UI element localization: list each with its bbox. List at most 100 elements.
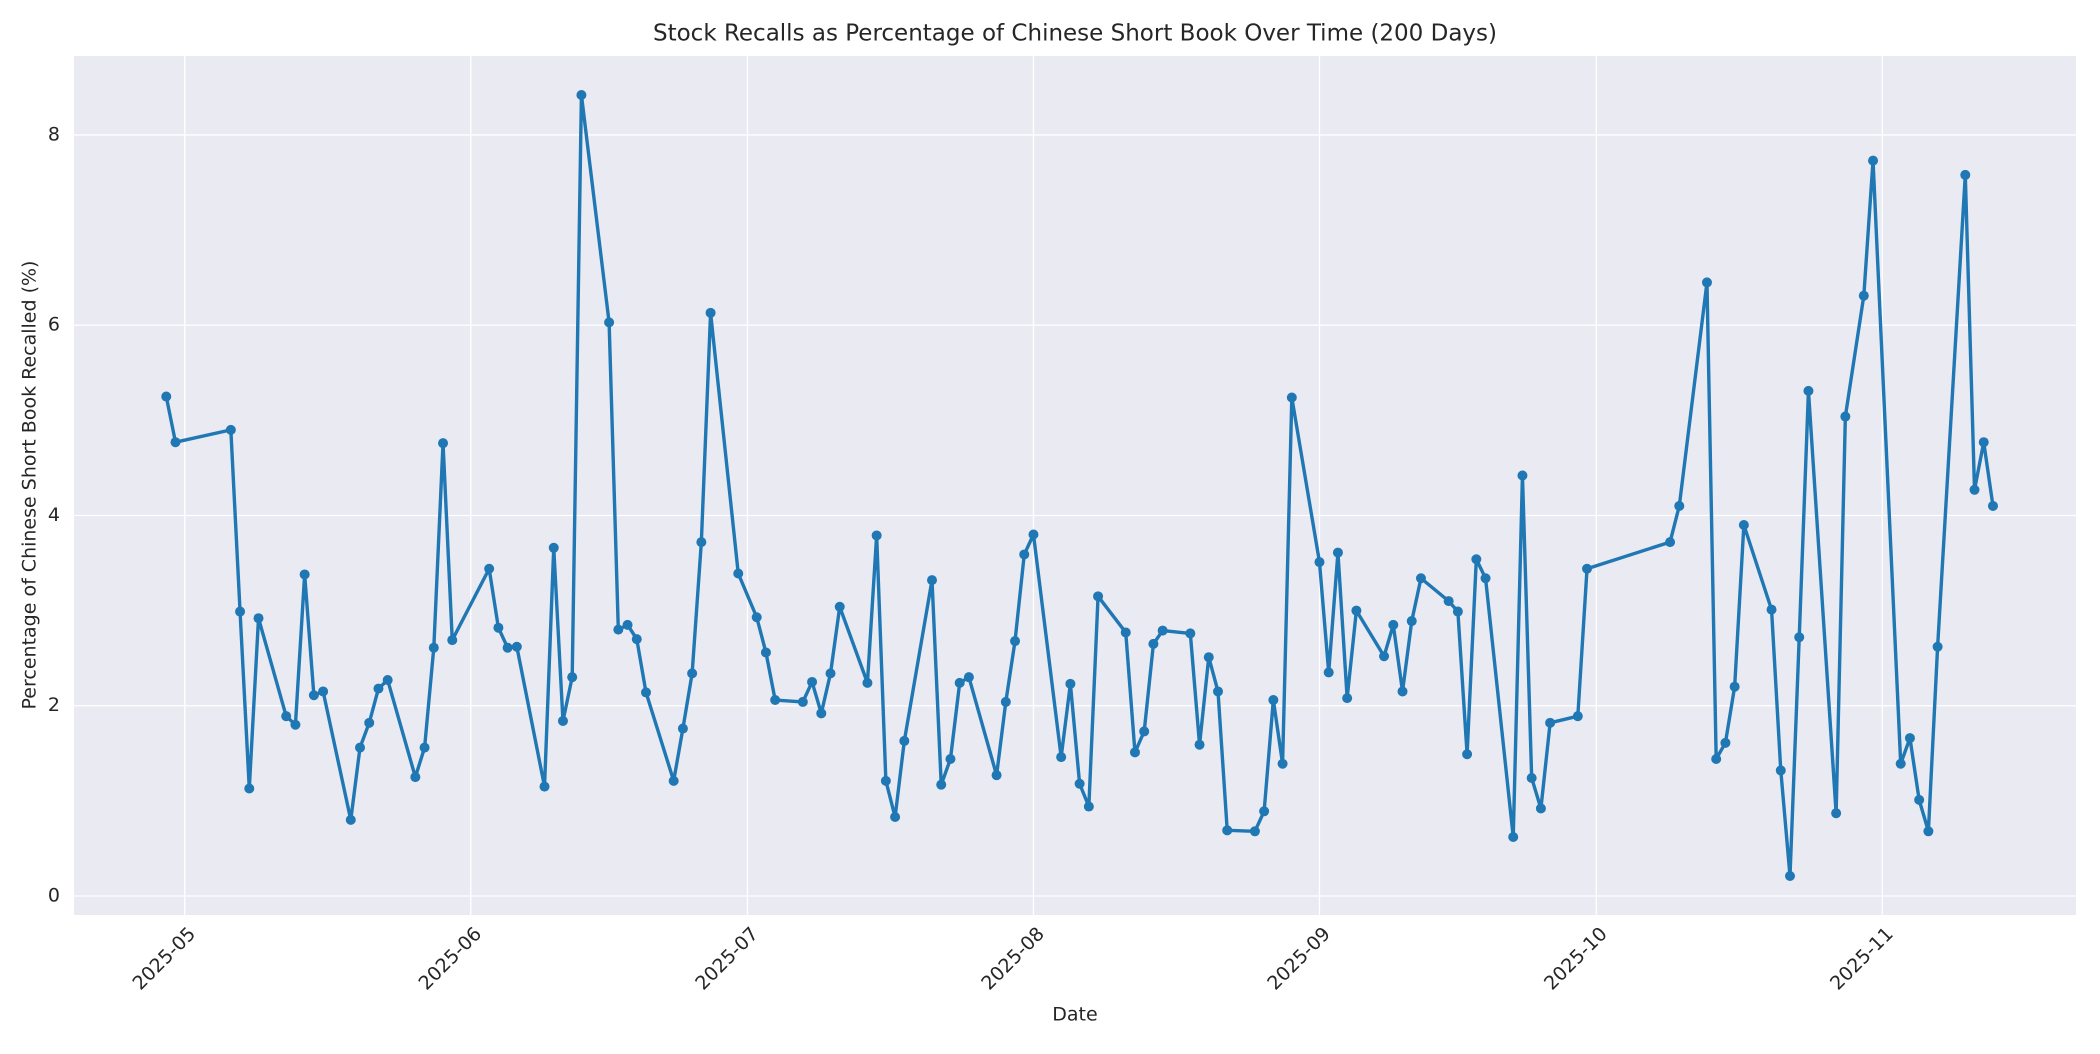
data-point [760, 647, 771, 658]
data-point [1000, 696, 1011, 707]
data-point [235, 606, 246, 617]
data-point [1019, 549, 1030, 560]
data-point [373, 683, 384, 694]
data-point [1443, 596, 1454, 607]
data-point [1388, 619, 1399, 630]
data-point [419, 742, 430, 753]
data-point [1987, 500, 1998, 511]
data-point [1969, 484, 1980, 495]
data-point [244, 783, 255, 794]
x-axis-label: Date [1052, 1004, 1097, 1026]
data-point [1960, 169, 1971, 180]
data-point [834, 601, 845, 612]
data-point [1545, 717, 1556, 728]
data-point [502, 642, 513, 653]
data-point [1462, 749, 1473, 760]
data-point [677, 723, 688, 734]
data-point [687, 668, 698, 679]
data-point [1471, 554, 1482, 565]
data-point [862, 677, 873, 688]
data-point [557, 715, 568, 726]
data-point [253, 613, 264, 624]
data-point [548, 542, 559, 553]
data-point [1775, 765, 1786, 776]
data-point [447, 635, 458, 646]
data-point [1268, 695, 1279, 706]
y-tick-label: 8 [48, 123, 60, 145]
data-point [1397, 686, 1408, 697]
y-tick-label: 6 [48, 314, 60, 336]
data-point [1738, 519, 1749, 530]
data-point [1222, 825, 1233, 836]
data-point [1194, 739, 1205, 750]
data-point [1148, 638, 1159, 649]
data-point [299, 569, 310, 580]
data-point [945, 753, 956, 764]
data-point [382, 675, 393, 686]
x-tick-label: 2025-11 [1826, 923, 1898, 995]
data-point [1794, 632, 1805, 643]
data-point [364, 717, 375, 728]
data-point [936, 779, 947, 790]
data-point [927, 575, 937, 586]
data-point [1157, 625, 1168, 636]
data-point [1840, 411, 1851, 422]
x-tick-label: 2025-10 [1540, 923, 1612, 995]
data-point [576, 90, 587, 101]
data-point [567, 672, 578, 683]
plot-area [74, 56, 2076, 915]
data-point [890, 812, 901, 823]
data-point [631, 634, 642, 645]
data-point [1665, 537, 1676, 548]
data-point [1259, 806, 1270, 817]
data-point [1074, 778, 1085, 789]
data-point [1083, 801, 1094, 812]
data-point [1213, 686, 1223, 697]
data-point [539, 781, 550, 792]
data-point [825, 668, 836, 679]
data-point [733, 568, 744, 579]
data-point [1139, 726, 1150, 737]
data-point [1203, 652, 1214, 663]
data-point [308, 690, 319, 701]
data-point [225, 424, 236, 435]
data-point [1028, 529, 1039, 540]
data-point [1932, 641, 1943, 652]
data-point [1120, 627, 1131, 638]
data-point [1904, 733, 1915, 744]
data-point [161, 391, 172, 402]
x-tick-label: 2025-08 [977, 923, 1049, 995]
data-point [1480, 573, 1491, 584]
data-point [1093, 591, 1104, 602]
data-point [318, 686, 329, 697]
data-point [604, 317, 615, 328]
data-point [1277, 758, 1288, 769]
data-point [1056, 752, 1067, 763]
data-point [1323, 667, 1334, 678]
data-point [1895, 758, 1906, 769]
data-point [705, 307, 716, 318]
data-point [954, 677, 965, 688]
data-point [1582, 563, 1593, 574]
data-point [1858, 290, 1869, 301]
data-point [1508, 831, 1519, 842]
data-point [1766, 604, 1777, 615]
data-point [428, 642, 439, 653]
data-point [770, 695, 781, 706]
data-point [1526, 773, 1537, 784]
data-point [1803, 385, 1814, 396]
data-point [281, 711, 292, 722]
data-point [1249, 826, 1260, 837]
data-point [1711, 753, 1722, 764]
data-point [899, 735, 910, 746]
data-point [410, 772, 421, 783]
data-point [1914, 794, 1925, 805]
data-point [1342, 693, 1353, 704]
data-point [1406, 616, 1417, 627]
data-point [1701, 277, 1712, 288]
data-point [1452, 606, 1463, 617]
y-tick-label: 2 [48, 694, 60, 716]
data-point [1415, 573, 1426, 584]
